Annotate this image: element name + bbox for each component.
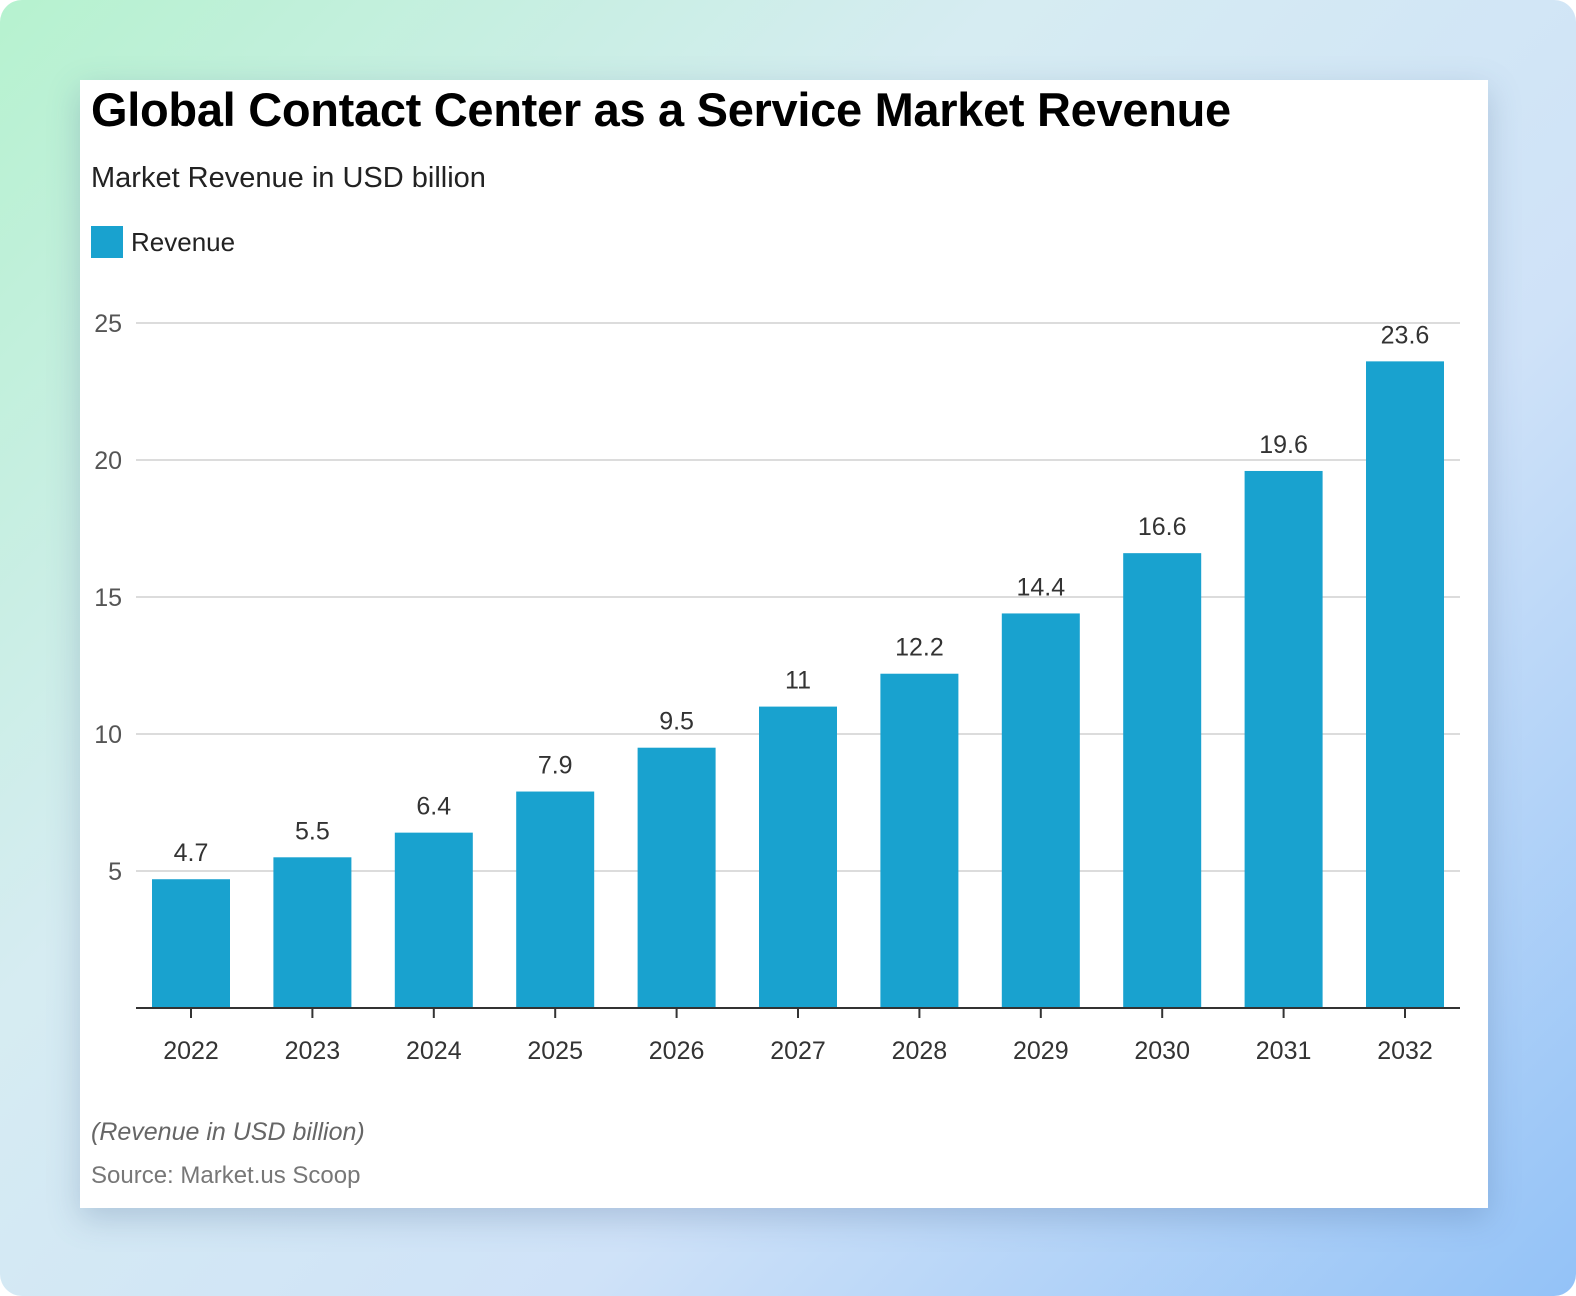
x-tick-label: 2022	[163, 1037, 219, 1065]
bar-2031	[1244, 470, 1323, 1009]
data-label: 11	[785, 667, 811, 695]
x-tick-label: 2029	[1013, 1037, 1069, 1065]
x-tick-label: 2025	[527, 1037, 583, 1065]
data-label: 6.4	[416, 793, 451, 821]
bar-2027	[759, 706, 837, 1008]
bar-2030	[1123, 553, 1202, 1008]
chart-title: Global Contact Center as a Service Marke…	[91, 83, 1231, 136]
bar-2029	[1001, 613, 1080, 1008]
chart-source: Source: Market.us Scoop	[91, 1162, 361, 1189]
y-tick-label: 20	[94, 447, 122, 475]
legend: Revenue	[91, 226, 235, 258]
data-label: 14.4	[1016, 573, 1065, 601]
bar-2024	[394, 832, 473, 1008]
y-tick-label: 5	[108, 858, 122, 886]
chart-subtitle: Market Revenue in USD billion	[91, 162, 486, 194]
x-tick-label: 2023	[285, 1037, 341, 1065]
x-tick-label: 2032	[1377, 1037, 1433, 1065]
x-tick-label: 2031	[1256, 1037, 1312, 1065]
x-tick-label: 2027	[770, 1037, 826, 1065]
data-label: 12.2	[895, 634, 944, 662]
data-label: 23.6	[1381, 321, 1430, 349]
data-label: 9.5	[659, 708, 694, 736]
y-tick-label: 15	[94, 584, 122, 612]
bar-2026	[637, 747, 716, 1008]
y-tick-label: 10	[94, 721, 122, 749]
chart-note: (Revenue in USD billion)	[91, 1118, 365, 1146]
data-label: 5.5	[295, 817, 330, 845]
bar-2028	[880, 673, 959, 1008]
legend-swatch-revenue	[91, 226, 123, 258]
y-tick-label: 25	[94, 310, 122, 338]
x-tick-label: 2024	[406, 1037, 462, 1065]
bar-2022	[152, 879, 230, 1008]
bar-2023	[273, 857, 352, 1008]
x-tick-label: 2028	[892, 1037, 948, 1065]
bar-2032	[1366, 361, 1444, 1008]
legend-label-revenue: Revenue	[131, 226, 236, 257]
data-label: 16.6	[1138, 513, 1187, 541]
data-label: 4.7	[174, 839, 209, 867]
data-label: 7.9	[538, 752, 573, 780]
data-label: 19.6	[1259, 431, 1308, 459]
bar-2025	[516, 791, 595, 1008]
x-tick-label: 2026	[649, 1037, 705, 1065]
x-tick-label: 2030	[1134, 1037, 1190, 1065]
